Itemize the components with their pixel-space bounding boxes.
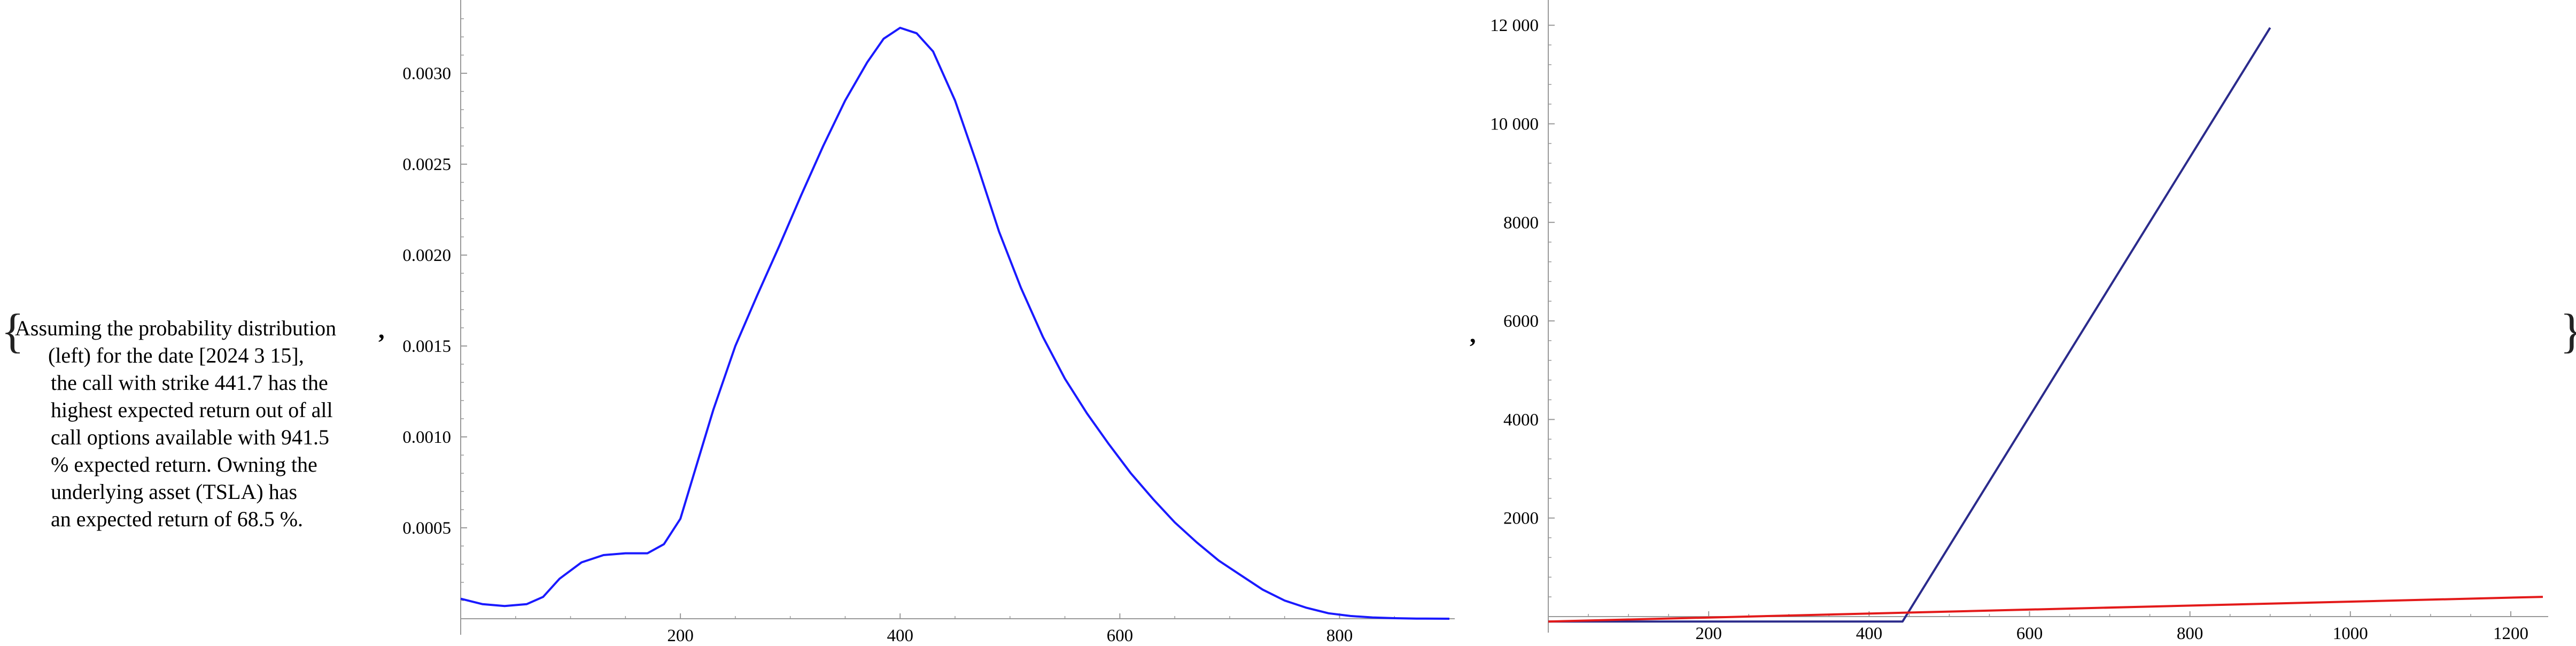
x-tick-label: 200 xyxy=(1695,624,1722,643)
note-line: (left) for the date [2024 3 15], xyxy=(48,343,304,367)
close-brace: } xyxy=(2560,307,2576,356)
y-tick-label: 0.0025 xyxy=(402,155,451,174)
note-line: highest expected return out of all xyxy=(51,398,333,422)
series-line xyxy=(1548,27,2271,623)
separator-comma: , xyxy=(378,316,385,343)
note-line: the call with strike 441.7 has the xyxy=(51,371,328,395)
y-tick-label: 2000 xyxy=(1503,509,1539,528)
series-line xyxy=(460,27,1450,620)
y-tick-label: 4000 xyxy=(1503,410,1539,429)
y-tick-label: 0.0030 xyxy=(402,64,451,83)
note-line: underlying asset (TSLA) has xyxy=(51,480,298,504)
y-tick-label: 0.0015 xyxy=(402,337,451,356)
y-tick-label: 8000 xyxy=(1503,213,1539,233)
x-tick-label: 800 xyxy=(2177,624,2203,643)
open-brace: { xyxy=(1,305,25,358)
x-tick-label: 600 xyxy=(1107,626,1134,645)
note-line: % expected return. Owning the xyxy=(51,452,317,476)
y-tick-label: 6000 xyxy=(1503,312,1539,331)
x-tick-label: 1200 xyxy=(2493,624,2528,643)
y-tick-label: 0.0005 xyxy=(402,519,451,538)
x-tick-label: 400 xyxy=(1856,624,1883,643)
x-tick-label: 800 xyxy=(1326,626,1353,645)
y-tick-label: 0.0010 xyxy=(402,428,451,447)
series-line xyxy=(1548,596,2543,623)
note-line: Assuming the probability distribution xyxy=(15,316,337,340)
y-tick-label: 10 000 xyxy=(1490,115,1539,134)
expected-return-note: Assuming the probability distribution (l… xyxy=(0,314,374,533)
y-tick-label: 0.0020 xyxy=(402,246,451,265)
x-tick-label: 400 xyxy=(887,626,913,645)
note-line: an expected return of 68.5 %. xyxy=(51,507,304,531)
note-line: call options available with 941.5 xyxy=(51,425,329,449)
x-tick-label: 600 xyxy=(2016,624,2043,643)
y-tick-label: 12 000 xyxy=(1490,16,1539,35)
x-tick-label: 200 xyxy=(667,626,694,645)
x-tick-label: 1000 xyxy=(2333,624,2368,643)
separator-comma: , xyxy=(1470,320,1476,348)
